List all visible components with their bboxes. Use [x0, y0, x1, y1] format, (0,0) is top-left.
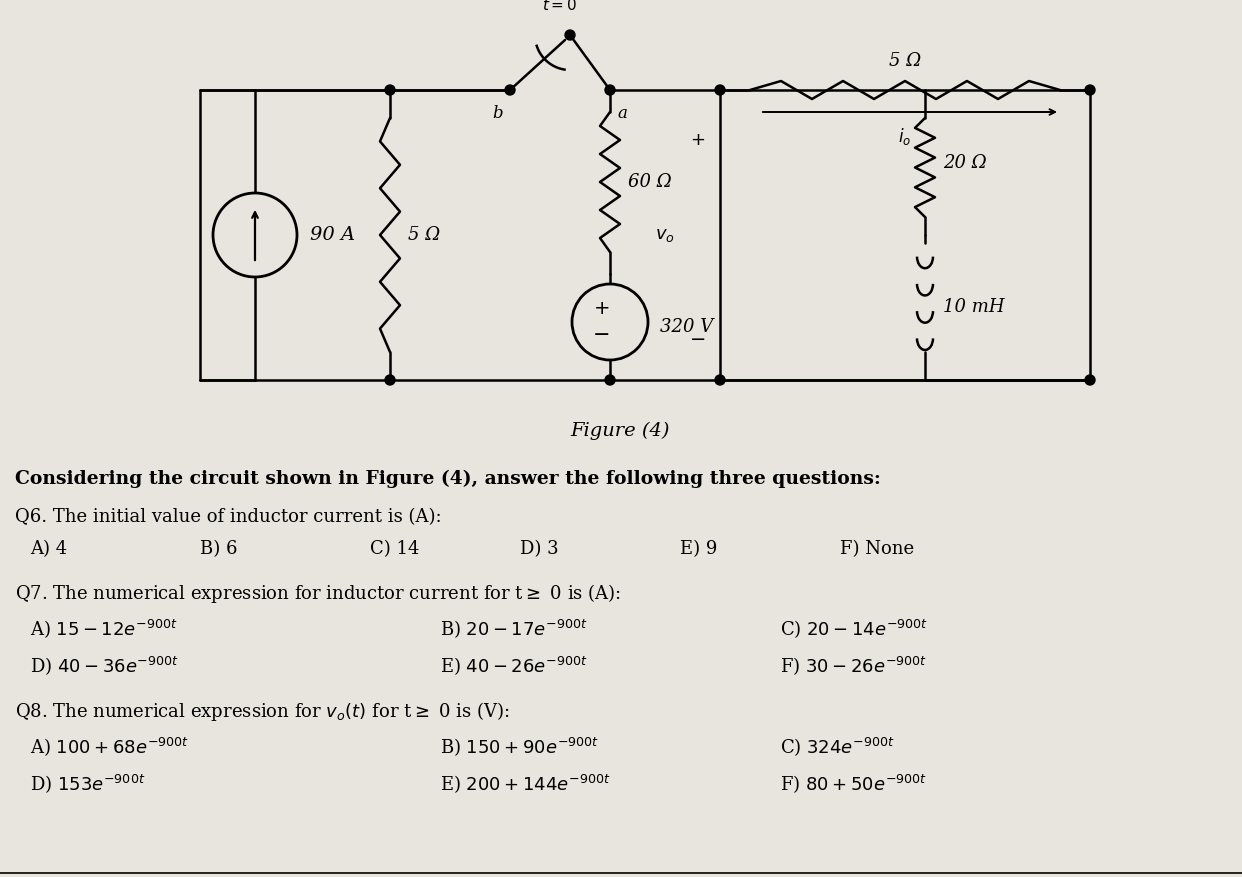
Circle shape — [605, 85, 615, 95]
Text: A) $15 - 12e^{-900t}$: A) $15 - 12e^{-900t}$ — [30, 617, 178, 640]
Text: C) $324e^{-900t}$: C) $324e^{-900t}$ — [780, 735, 894, 758]
Text: B) $20 - 17e^{-900t}$: B) $20 - 17e^{-900t}$ — [440, 617, 587, 640]
Circle shape — [573, 284, 648, 360]
Text: B) $150 + 90e^{-900t}$: B) $150 + 90e^{-900t}$ — [440, 735, 599, 758]
Text: 90 A: 90 A — [310, 226, 355, 244]
Text: F) $30 - 26e^{-900t}$: F) $30 - 26e^{-900t}$ — [780, 654, 927, 677]
Text: Q6. The initial value of inductor current is (A):: Q6. The initial value of inductor curren… — [15, 508, 442, 526]
Text: E) 9: E) 9 — [681, 540, 718, 558]
Text: D) $153e^{-900t}$: D) $153e^{-900t}$ — [30, 772, 145, 795]
Text: 5 Ω: 5 Ω — [889, 52, 922, 70]
Text: Q7. The numerical expression for inductor current for t$\geq$ 0 is (A):: Q7. The numerical expression for inducto… — [15, 582, 621, 605]
Circle shape — [715, 85, 725, 95]
Circle shape — [565, 30, 575, 40]
Text: A) $100 + 68e^{-900t}$: A) $100 + 68e^{-900t}$ — [30, 735, 189, 758]
Text: +: + — [594, 300, 610, 318]
Text: a: a — [617, 105, 627, 122]
Text: D) $40 - 36e^{-900t}$: D) $40 - 36e^{-900t}$ — [30, 654, 179, 677]
Circle shape — [1086, 85, 1095, 95]
Circle shape — [1086, 375, 1095, 385]
Text: −: − — [689, 331, 707, 350]
Text: F) None: F) None — [840, 540, 914, 558]
Circle shape — [605, 375, 615, 385]
Text: Considering the circuit shown in Figure (4), answer the following three question: Considering the circuit shown in Figure … — [15, 470, 881, 488]
Text: A) 4: A) 4 — [30, 540, 67, 558]
Text: E) $200 + 144e^{-900t}$: E) $200 + 144e^{-900t}$ — [440, 772, 611, 795]
Circle shape — [385, 85, 395, 95]
Text: 20 Ω: 20 Ω — [943, 153, 986, 172]
Text: D) 3: D) 3 — [520, 540, 559, 558]
Text: $i_o$: $i_o$ — [898, 126, 912, 147]
Text: E) $40 - 26e^{-900t}$: E) $40 - 26e^{-900t}$ — [440, 654, 587, 677]
Text: +: + — [691, 131, 705, 149]
Circle shape — [385, 375, 395, 385]
Text: C) 14: C) 14 — [370, 540, 420, 558]
Text: 5 Ω: 5 Ω — [409, 226, 440, 244]
Text: C) $20 - 14e^{-900t}$: C) $20 - 14e^{-900t}$ — [780, 617, 928, 640]
Text: 320 V: 320 V — [660, 318, 713, 336]
Circle shape — [715, 375, 725, 385]
Text: B) 6: B) 6 — [200, 540, 237, 558]
Text: 60 Ω: 60 Ω — [628, 173, 672, 191]
Text: Figure (4): Figure (4) — [570, 422, 669, 440]
Circle shape — [212, 193, 297, 277]
Text: 10 mH: 10 mH — [943, 298, 1005, 317]
Text: b: b — [493, 105, 503, 122]
Text: Q8. The numerical expression for $v_o(t)$ for t$\geq$ 0 is (V):: Q8. The numerical expression for $v_o(t)… — [15, 700, 509, 723]
Text: −: − — [594, 325, 611, 345]
Text: $t = 0$: $t = 0$ — [543, 0, 578, 13]
Text: F) $80 + 50e^{-900t}$: F) $80 + 50e^{-900t}$ — [780, 772, 927, 795]
Circle shape — [505, 85, 515, 95]
Text: $v_o$: $v_o$ — [655, 226, 674, 244]
